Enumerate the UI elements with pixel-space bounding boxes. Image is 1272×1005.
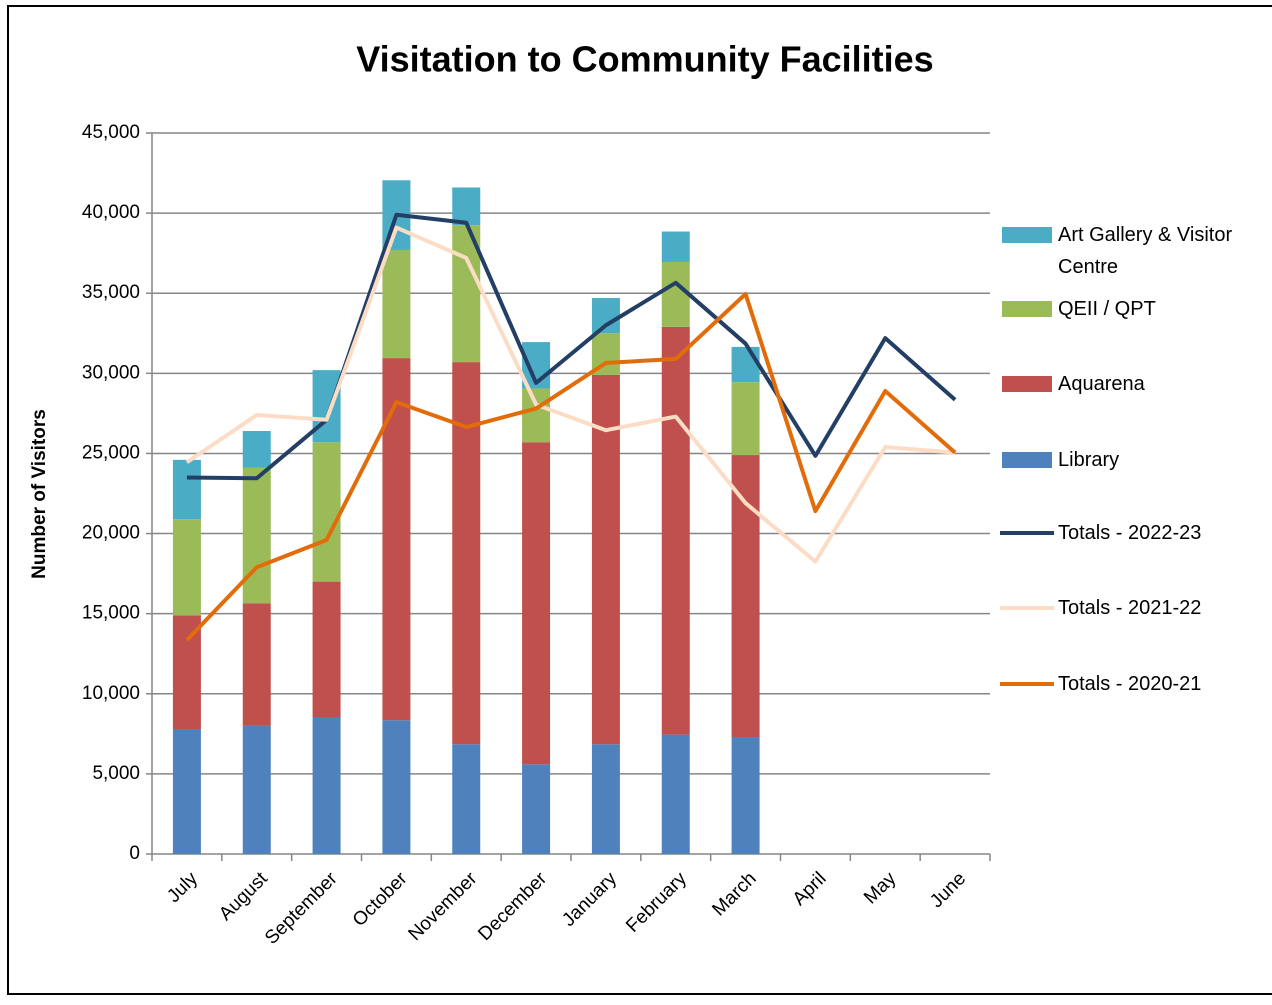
bar-segment (172, 459, 201, 520)
line-series (186, 212, 957, 481)
bar-segment (731, 455, 760, 738)
bar-segment (452, 744, 481, 854)
x-tick-label: November (405, 868, 482, 945)
x-tick-label: February (622, 868, 691, 937)
legend-label: Totals - 2021-22 (1058, 597, 1202, 619)
legend-item: Library (998, 444, 1272, 476)
bar-segment (522, 442, 551, 765)
x-tick-label: June (926, 868, 970, 912)
chart-title: Visitation to Community Facilities (356, 39, 933, 80)
bar-segment (242, 467, 271, 604)
bar-segment (382, 720, 411, 854)
legend-swatch (998, 368, 1054, 400)
bar-segment (312, 442, 341, 582)
x-tick-label: September (261, 868, 342, 949)
legend-label: Totals - 2022-23 (1058, 522, 1202, 544)
x-tick-label: March (708, 868, 760, 920)
bar-segment (452, 187, 481, 226)
legend-swatch (998, 444, 1054, 476)
y-tick-label: 20,000 (82, 523, 140, 544)
line-series (185, 292, 957, 642)
legend-item: Totals - 2022-23 (998, 517, 1272, 549)
y-tick-label: 25,000 (82, 442, 140, 463)
legend-label: Aquarena (1058, 373, 1145, 395)
x-tick-label: December (474, 868, 551, 945)
legend-label: Totals - 2020-21 (1058, 673, 1202, 695)
bar-segment (661, 261, 690, 327)
bar-segment (522, 388, 551, 443)
bar-segment (591, 374, 620, 745)
legend-swatch (998, 517, 1054, 549)
x-tick-label: October (349, 868, 412, 931)
bar-segment (242, 431, 271, 468)
bar-segment (242, 603, 271, 726)
bar-segment (312, 370, 341, 443)
bar-segment (242, 725, 271, 854)
x-tick-label: July (163, 868, 202, 907)
legend-item: Aquarena (998, 368, 1272, 400)
y-tick-label: 45,000 (82, 122, 140, 143)
legend-swatch (998, 668, 1054, 700)
y-tick-label: 40,000 (82, 202, 140, 223)
bar-segment (522, 764, 551, 854)
y-tick-label: 5,000 (92, 763, 140, 784)
x-tick-label: August (215, 868, 272, 925)
y-tick-label: 0 (129, 843, 140, 864)
frame (7, 5, 1272, 995)
legend-item: Totals - 2020-21 (998, 668, 1272, 700)
bar-segment (731, 382, 760, 456)
legend-item: QEII / QPT (998, 293, 1272, 325)
line-series (185, 225, 956, 564)
legend-label: Art Gallery & Visitor Centre (1058, 224, 1233, 278)
legend-label: QEII / QPT (1058, 298, 1156, 320)
legend-item: Totals - 2021-22 (998, 592, 1272, 624)
legend-swatch (998, 293, 1054, 325)
legend-label: Library (1058, 449, 1120, 471)
bar-segment (382, 358, 411, 721)
y-tick-label: 15,000 (82, 603, 140, 624)
legend-swatch (998, 592, 1054, 624)
bar-segment (661, 231, 690, 262)
bar-segment (452, 362, 481, 745)
bar-segment (172, 615, 201, 730)
y-tick-label: 10,000 (82, 683, 140, 704)
x-tick-label: April (789, 868, 831, 910)
y-tick-label: 30,000 (82, 362, 140, 383)
x-tick-label: January (558, 868, 621, 931)
x-tick-label: May (860, 868, 901, 909)
legend-swatch (998, 219, 1054, 251)
bar-segment (661, 326, 690, 735)
legend-item: Art Gallery & Visitor Centre (998, 219, 1272, 283)
bar-segment (312, 717, 341, 854)
bar-segment (731, 346, 760, 383)
bar-segment (591, 298, 620, 334)
y-tick-label: 35,000 (82, 282, 140, 303)
bar-segment (382, 249, 411, 359)
bar-segment (172, 519, 201, 616)
bar-segment (591, 744, 620, 854)
bar-segment (731, 737, 760, 854)
y-axis-label: Number of Visitors (29, 409, 50, 579)
bar-segment (661, 734, 690, 854)
bar-segment (312, 581, 341, 718)
bar-segment (172, 729, 201, 854)
